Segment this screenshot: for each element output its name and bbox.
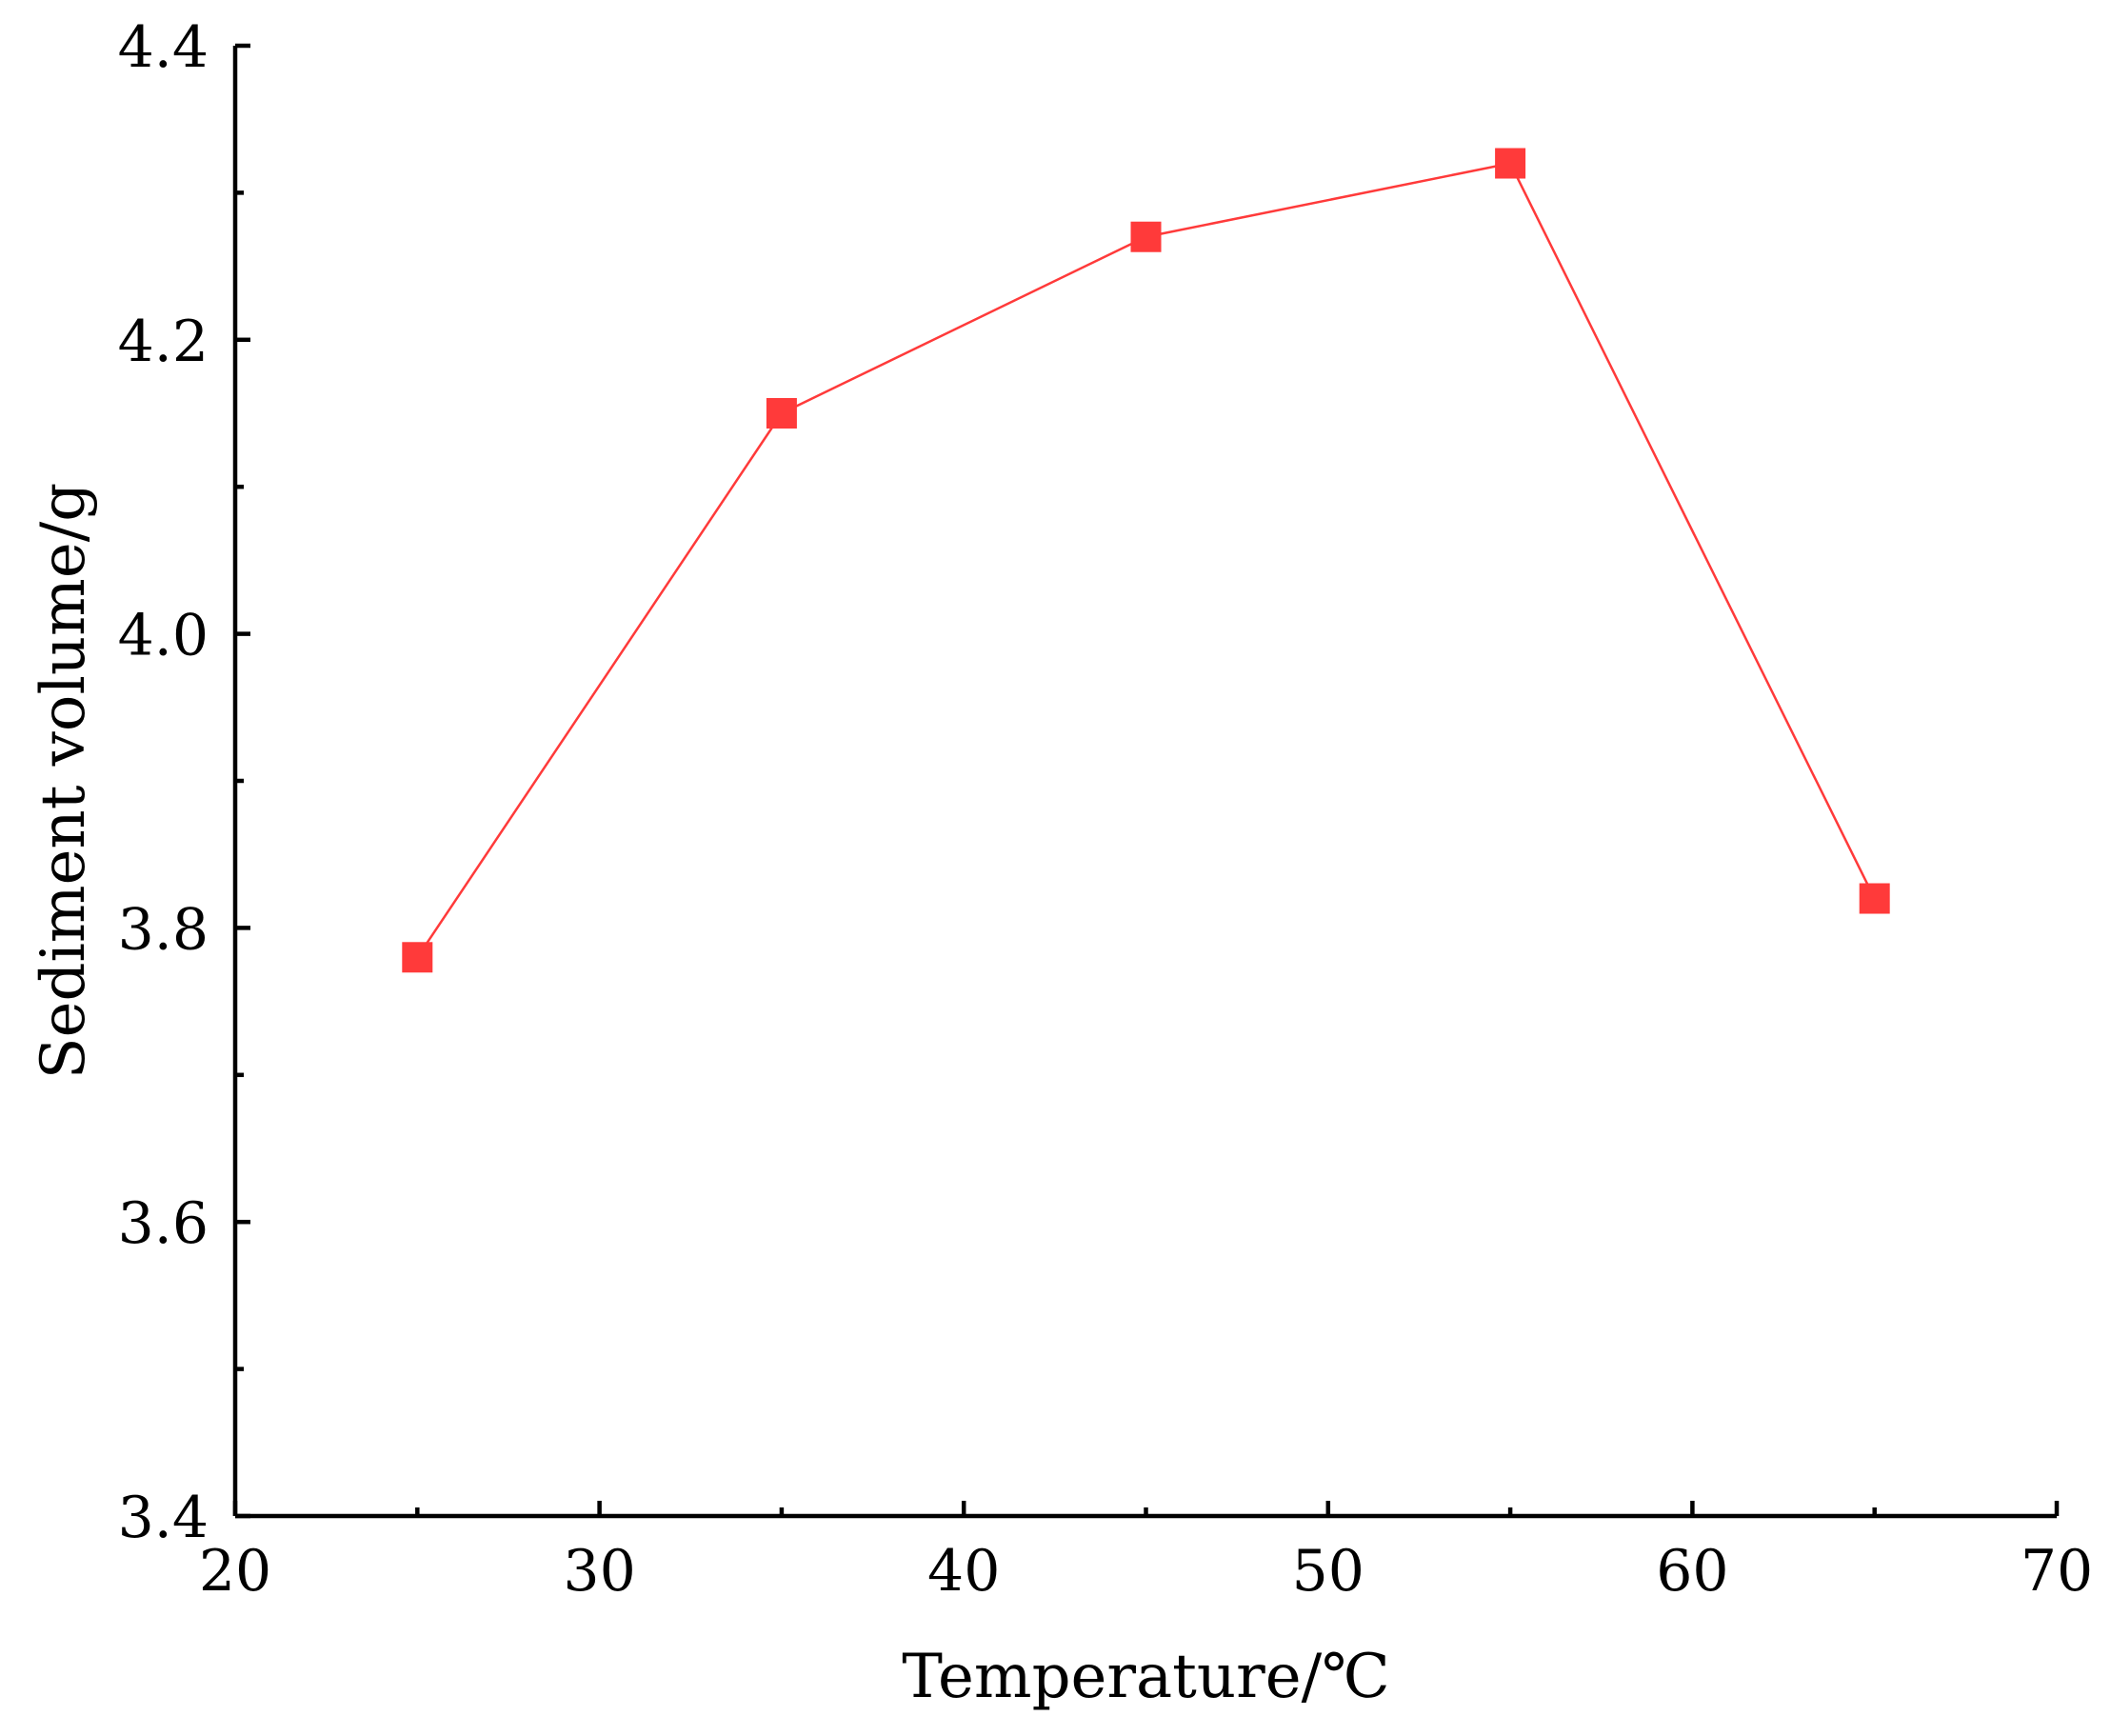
x-tick-label: 30	[563, 1538, 635, 1605]
tick-labels: 20 30 40 50 60 70 3.4 3.6 3.8 4.0 4.2 4.4	[118, 14, 2094, 1605]
x-axis-title: Temperature/℃	[902, 1642, 1389, 1712]
ticks	[232, 43, 2060, 1519]
series	[402, 148, 1890, 973]
x-tick-label: 60	[1656, 1538, 1728, 1605]
data-point-marker	[402, 942, 433, 973]
y-tick-label: 4.2	[118, 309, 209, 375]
y-axis-title: Sediment volume/g	[29, 483, 99, 1079]
y-tick-label: 3.8	[118, 896, 209, 963]
x-tick-label: 40	[927, 1538, 1000, 1605]
y-tick-label: 3.6	[118, 1190, 209, 1257]
x-tick-label: 70	[2021, 1538, 2093, 1605]
data-point-marker	[1859, 883, 1890, 914]
y-tick-label: 4.0	[118, 603, 209, 669]
y-tick-label: 4.4	[118, 14, 209, 81]
x-tick-label: 20	[199, 1538, 271, 1605]
axes	[232, 46, 2057, 1519]
data-point-marker	[1130, 221, 1162, 252]
x-tick-label: 50	[1292, 1538, 1364, 1605]
data-point-marker	[766, 398, 797, 429]
y-tick-label: 3.4	[118, 1485, 209, 1551]
series-line	[416, 162, 1876, 958]
data-point-marker	[1495, 148, 1526, 179]
